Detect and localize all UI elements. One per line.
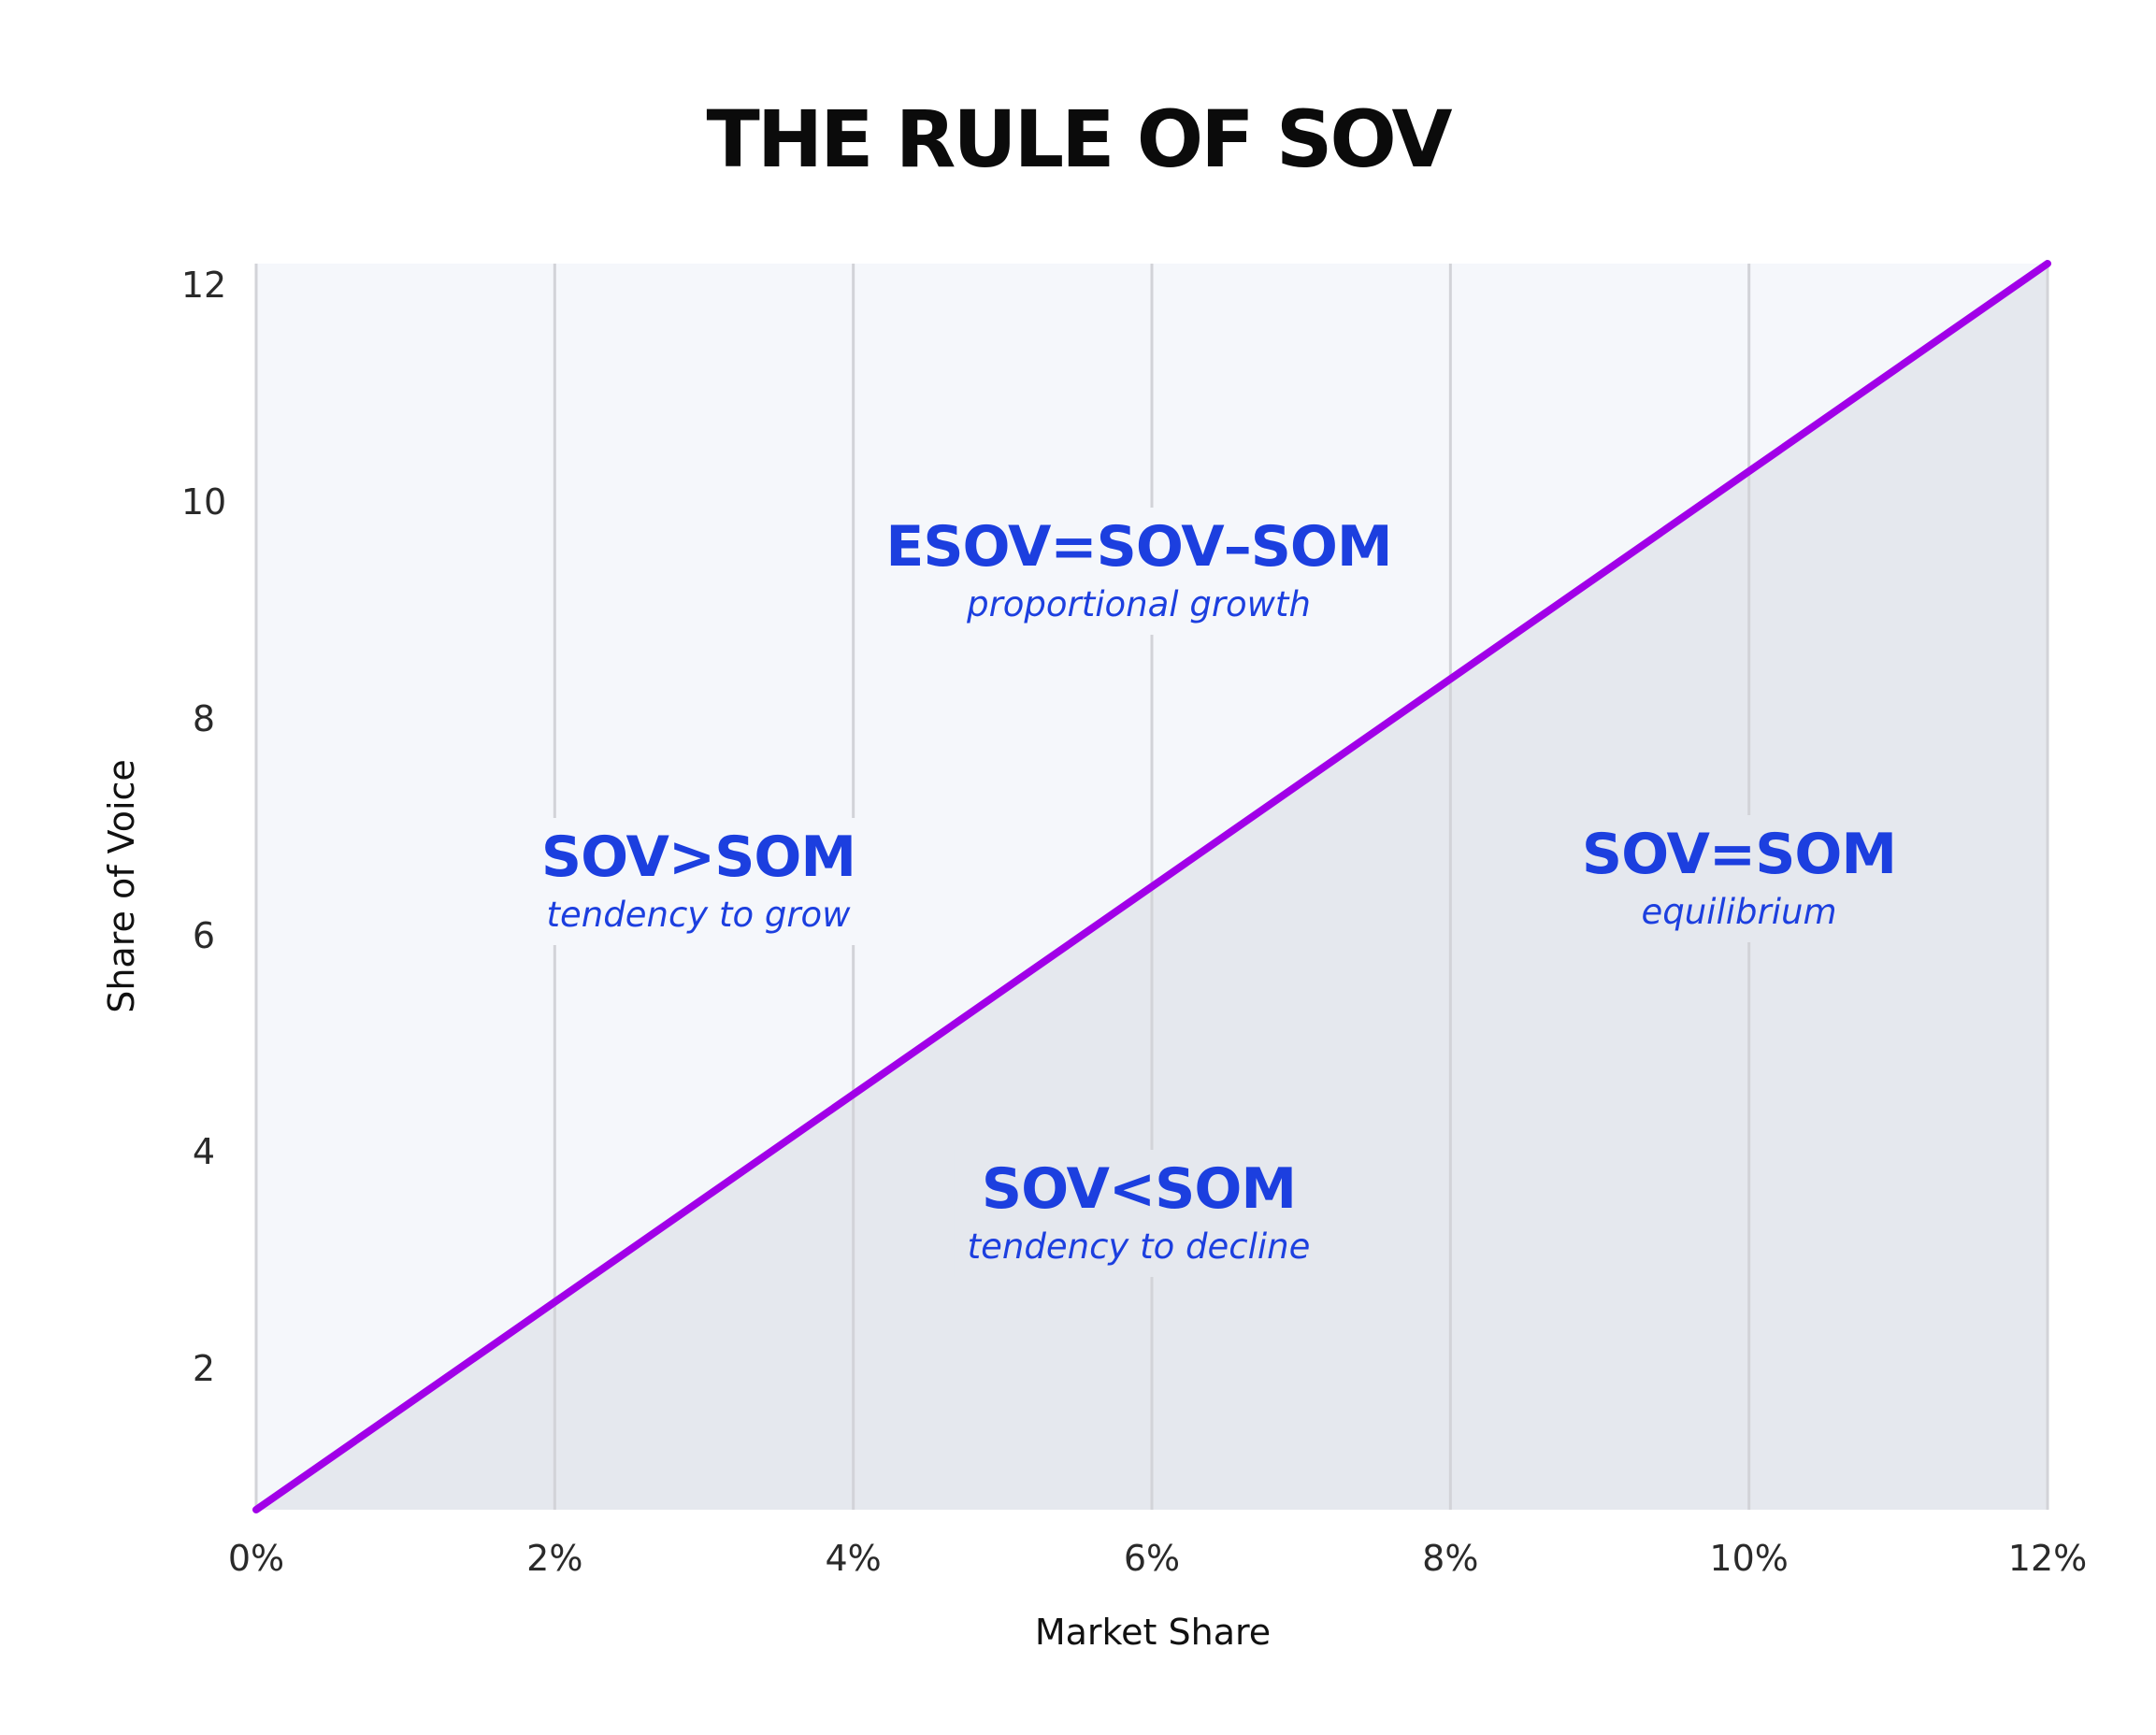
annotation-caption: equilibrium (1641, 892, 1837, 932)
x-tick-label: 0% (227, 1538, 285, 1579)
annotation-caption: tendency to grow (546, 895, 851, 935)
y-tick-label: 12 (180, 265, 227, 307)
annotation-heading: ESOV=SOV–SOM (885, 514, 1392, 580)
x-tick-label: 12% (2007, 1538, 2088, 1579)
annotation-caption: tendency to decline (967, 1226, 1311, 1267)
annotation-heading: SOV=SOM (1581, 822, 1897, 887)
chart-title: THE RULE OF SOV (706, 93, 1453, 185)
y-axis-label: Share of Voice (101, 759, 142, 1013)
y-tick-label: 2 (192, 1348, 216, 1390)
x-tick-label: 8% (1422, 1538, 1479, 1579)
y-tick-label: 4 (192, 1131, 216, 1173)
annotation-esov: ESOV=SOV–SOM proportional growth (872, 508, 1405, 635)
annotation-heading: SOV>SOM (540, 824, 856, 890)
annotation-sov-equal: SOV=SOM equilibrium (1568, 815, 1910, 942)
x-tick-label: 2% (526, 1538, 583, 1579)
y-tick-label: 10 (180, 481, 227, 523)
annotation-caption: proportional growth (967, 584, 1311, 624)
series-line (252, 260, 2051, 1513)
x-axis-label: Market Share (1034, 1612, 1272, 1653)
x-tick-label: 6% (1123, 1538, 1181, 1579)
annotation-sov-greater: SOV>SOM tendency to grow (527, 818, 870, 945)
annotation-heading: SOV<SOM (981, 1156, 1297, 1222)
y-tick-label: 6 (192, 914, 216, 956)
x-tick-label: 10% (1709, 1538, 1789, 1579)
y-tick-label: 8 (192, 697, 216, 739)
x-tick-label: 4% (825, 1538, 882, 1579)
annotation-sov-less: SOV<SOM tendency to decline (954, 1150, 1324, 1277)
